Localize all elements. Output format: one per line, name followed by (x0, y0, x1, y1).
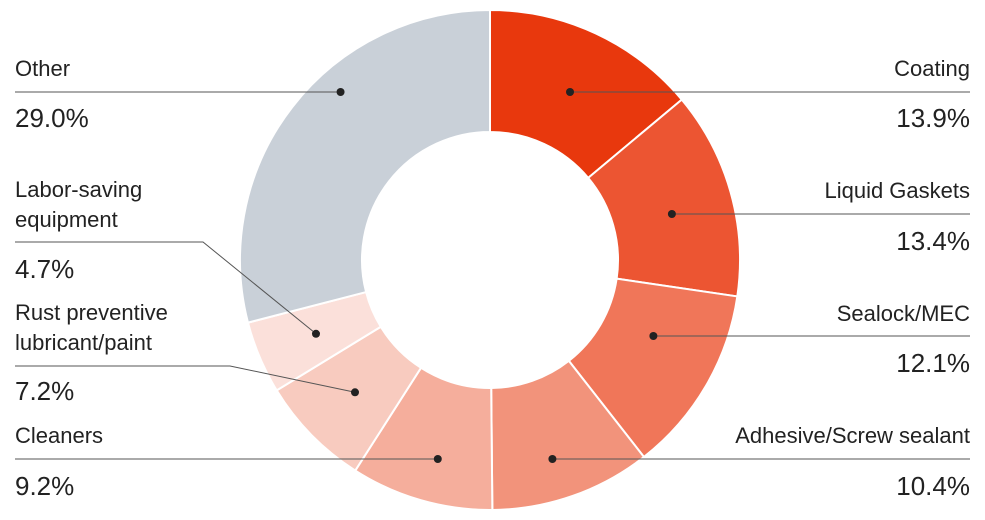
leader-dot-cleaners (433, 455, 442, 463)
label-coating: Coating (894, 56, 970, 81)
label-adhesive-screw-sealant: Adhesive/Screw sealant (735, 423, 970, 448)
leader-dot-coating (566, 88, 575, 96)
leader-dot-adhesive-screw-sealant (548, 455, 557, 463)
leader-line-rust-preventive-lubricant-paint (15, 365, 356, 393)
leader-dot-other (336, 88, 345, 96)
label-liquid-gaskets: Liquid Gaskets (824, 178, 970, 203)
label-cleaners: Cleaners (15, 423, 104, 448)
percent-cleaners: 9.2% (15, 471, 75, 501)
percent-adhesive-screw-sealant: 10.4% (896, 471, 970, 501)
donut-slices (239, 8, 741, 511)
label-rust-preventive-lubricant-paint: Rust preventive lubricant/paint (15, 300, 168, 355)
leader-line-labor-saving-equipment (15, 241, 317, 335)
leader-dot-sealock-mec (649, 332, 658, 340)
slice-other (239, 8, 491, 324)
leader-dot-labor-saving-equipment (311, 329, 320, 338)
label-sealock-mec: Sealock/MEC (836, 301, 970, 326)
percent-coating: 13.9% (896, 103, 970, 133)
percent-labor-saving-equipment: 4.7% (15, 254, 75, 284)
label-labor-saving-equipment: Labor-saving equipment (15, 177, 143, 232)
percent-rust-preventive-lubricant-paint: 7.2% (15, 376, 75, 406)
label-other: Other (15, 56, 71, 81)
leader-lines (15, 88, 970, 463)
leader-dot-rust-preventive-lubricant-paint (350, 388, 359, 397)
percent-liquid-gaskets: 13.4% (896, 226, 970, 256)
percent-sealock-mec: 12.1% (896, 348, 970, 378)
leader-dot-liquid-gaskets (667, 210, 676, 218)
slice-coating (489, 8, 684, 180)
percent-other: 29.0% (15, 103, 89, 133)
